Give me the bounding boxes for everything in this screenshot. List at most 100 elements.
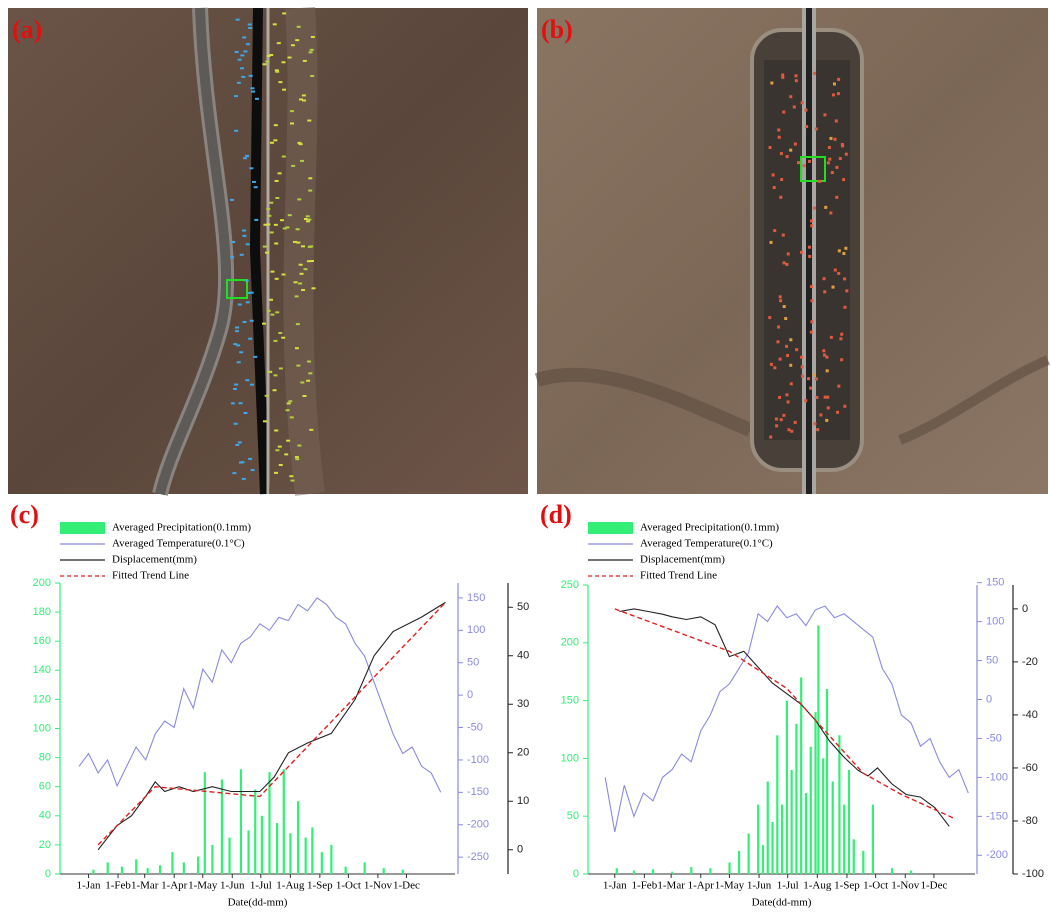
dot [790, 382, 793, 385]
dot [294, 281, 298, 283]
dot [845, 153, 848, 156]
dot [780, 418, 783, 421]
dot [841, 144, 844, 147]
precip-bar [633, 871, 635, 874]
dot [301, 289, 305, 291]
dot [300, 382, 304, 384]
dot [833, 138, 836, 141]
dot [840, 358, 843, 361]
dot [275, 278, 279, 280]
dot [789, 95, 792, 98]
dot [789, 149, 792, 152]
dot [295, 456, 299, 458]
dot [800, 251, 803, 254]
y-tick-label: 80 [39, 752, 51, 764]
dot [306, 380, 310, 382]
precip-bar [159, 865, 161, 874]
dot [262, 63, 266, 65]
legend-label: Averaged Temperature(0.1°C) [112, 538, 245, 550]
image-label: (b) [541, 15, 573, 44]
precip-bar [197, 857, 199, 874]
dot [309, 51, 313, 53]
dot [309, 245, 313, 247]
dot [245, 155, 249, 157]
x-tick-label: 1-Dec [393, 880, 420, 892]
dot [234, 423, 238, 425]
precip-bar [781, 805, 783, 874]
dot [801, 375, 804, 378]
dot [810, 320, 813, 323]
dot [807, 377, 810, 380]
dot [842, 178, 845, 181]
dot [252, 181, 256, 183]
precip-bar [616, 868, 618, 874]
dot [275, 449, 279, 451]
dot [235, 330, 239, 332]
x-tick-label: 1-Jun [747, 880, 772, 892]
dot [311, 36, 315, 38]
legend-label: Fitted Trend Line [112, 570, 189, 582]
dot [830, 336, 833, 339]
dot [262, 323, 266, 325]
dot [240, 67, 244, 69]
x-tick-label: 1-Jun [220, 880, 245, 892]
dot [823, 354, 826, 357]
dot [775, 417, 778, 420]
dot [769, 436, 772, 439]
dot [281, 337, 285, 339]
precip-bar [728, 862, 730, 874]
dot [297, 26, 301, 28]
y2-tick-label: 150 [467, 592, 485, 604]
dot [302, 94, 306, 96]
x-tick-label: 1-Nov [364, 880, 393, 892]
image-b [537, 8, 1048, 494]
dot [808, 255, 811, 258]
precip-bar [135, 859, 137, 874]
dot [270, 142, 274, 144]
y3-tick-label: 20 [517, 747, 529, 759]
dot [291, 480, 295, 482]
y2-tick-label: -50 [467, 721, 483, 733]
precip-bar [776, 735, 778, 874]
precip-bar [853, 839, 855, 874]
dot [801, 365, 804, 368]
dot [238, 304, 242, 306]
dot [780, 152, 783, 155]
dot [290, 416, 294, 418]
precip-bar [738, 851, 740, 874]
dot [837, 385, 840, 388]
x-tick-label: 1-Apr [688, 880, 715, 892]
precip-bar [786, 701, 788, 874]
precip-bar [762, 845, 764, 874]
dot [768, 316, 771, 319]
y-tick-label: 120 [33, 693, 51, 705]
precip-bar [832, 782, 834, 874]
dot [274, 124, 278, 126]
dot [297, 198, 301, 200]
precip-bar [652, 869, 654, 874]
precip-bar [221, 779, 223, 874]
dot [818, 180, 821, 183]
dot [779, 299, 782, 302]
dot [234, 384, 238, 386]
precip-bar [228, 838, 230, 874]
dot [267, 215, 271, 217]
dot [823, 277, 826, 280]
x-tick-label: 1-Jan [77, 880, 101, 892]
x-tick-label: 1-Sep [307, 880, 333, 892]
precip-bar [800, 677, 802, 874]
dot [303, 268, 307, 270]
precip-bar [690, 867, 692, 874]
dot [286, 440, 290, 442]
series-line [79, 598, 441, 792]
dot [789, 364, 792, 367]
x-tick-label: 1-Jan [603, 880, 627, 892]
precip-bar [767, 782, 769, 874]
y-tick-label: 200 [33, 577, 51, 589]
dot [843, 405, 846, 408]
precip-bar [276, 823, 278, 874]
dot [308, 372, 312, 374]
dot [246, 243, 250, 245]
dot [815, 396, 818, 399]
dot [831, 286, 834, 289]
